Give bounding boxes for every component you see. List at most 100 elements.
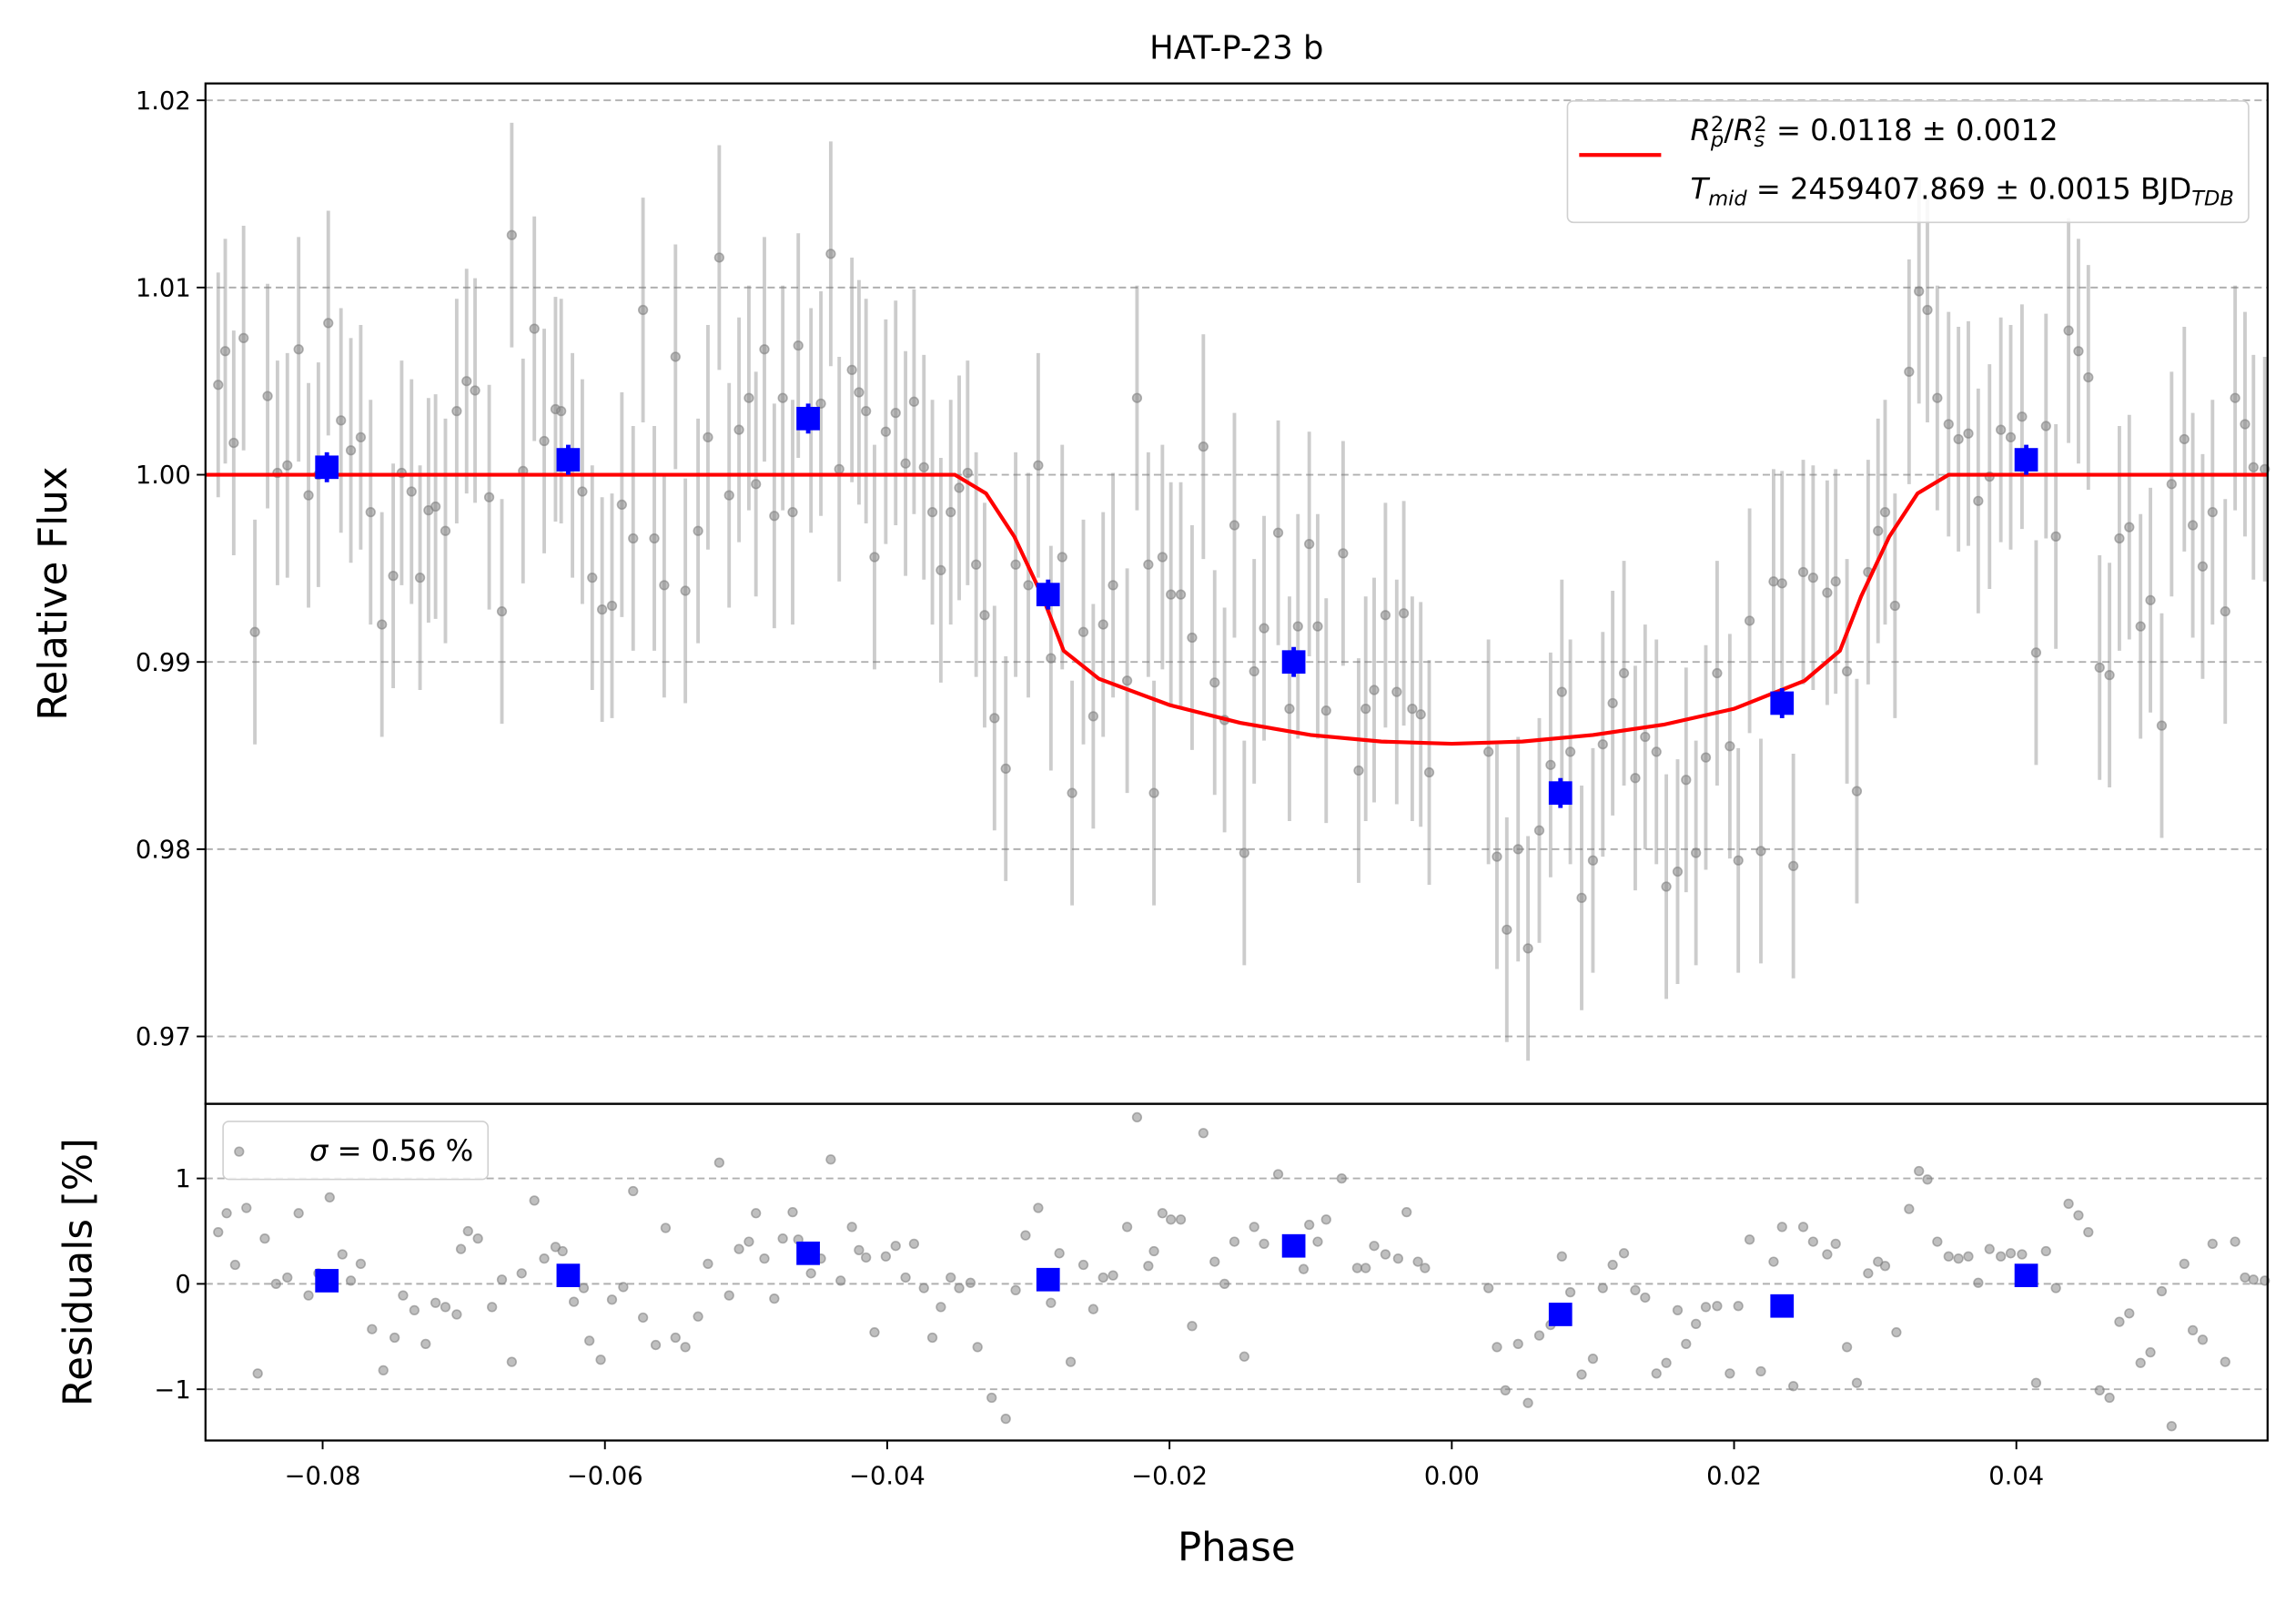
data-point [2145,594,2156,605]
data-point [1744,1234,1755,1245]
data-point [1640,1292,1651,1304]
data-point [2017,411,2028,422]
data-point [1219,1278,1230,1290]
data-point [972,1342,983,1353]
data-point [365,507,376,518]
data-point [759,344,770,355]
binned-point [315,455,339,480]
data-point [1412,1256,1423,1267]
data-point [1483,1283,1494,1294]
data-point [1121,1222,1133,1233]
legend-text-part: = 0.56 % [328,1133,473,1168]
data-point [355,1258,367,1270]
data-point [1312,1236,1323,1247]
data-point [606,1294,618,1305]
data-point [918,462,929,472]
data-point [670,351,681,362]
data-point [1398,608,1410,619]
data-point [743,1236,754,1247]
x-tick-label: −0.04 [849,1463,925,1491]
data-point [398,1290,409,1301]
x-tick-label: 0.02 [1706,1463,1762,1491]
data-point [1108,580,1118,591]
data-point [440,525,451,536]
data-point [2104,1392,2115,1404]
data-point [954,482,965,493]
data-point [1407,703,1418,715]
data-point [336,415,347,426]
legend-handle [234,1146,245,1157]
data-point [908,396,920,407]
panel: −1 0 1 −0.08 −0.06 −0.04 −0.02 0.00 0.02 0.04 Resi… [56,1102,2271,1570]
data-point [1097,1272,1108,1283]
data-point [2230,392,2240,403]
data-point [1996,424,2007,435]
legend-box [222,1121,490,1181]
data-point [1922,304,1933,316]
data-point [487,1302,498,1313]
binned-point [2014,1263,2038,1287]
data-point [213,1227,224,1238]
data-point [2207,1238,2218,1250]
data-point [483,492,495,502]
data-point [946,507,956,518]
data-point [880,1251,892,1262]
data-point [557,1245,568,1257]
data-point [986,1392,997,1404]
y-tick-label: 0 [175,1271,190,1299]
data-point [1010,559,1021,570]
data-point [1863,1268,1874,1279]
legend-text-part: R [1734,113,1754,147]
binned-point [796,406,820,431]
data-point [420,1338,431,1350]
data-point [965,1277,976,1288]
data-point [1057,552,1067,563]
data-point [1700,752,1712,763]
data-point [1298,1263,1310,1274]
data-point [1143,559,1154,570]
data-point [1576,892,1587,903]
data-point [637,304,649,316]
data-point [649,533,660,544]
data-point [908,1238,920,1250]
data-point [1338,548,1349,559]
data-point [1797,1222,1809,1233]
data-point [1776,1222,1787,1233]
data-point [1564,1287,1576,1298]
data-point [2040,1245,2051,1257]
data-point [377,619,388,630]
legend-text-part: = 0.0118 ± 0.0012 [1767,113,2058,147]
legend-text-part: mid [1708,187,1747,210]
data-point [861,405,872,417]
data-point [650,1339,662,1351]
data-point [1873,525,1884,536]
data-point [2166,479,2177,490]
binned-point [796,1241,820,1265]
data-point [1607,1259,1618,1271]
data-point [587,573,598,583]
data-point [1672,1304,1684,1315]
data-point [1953,1253,1964,1264]
data-point [926,507,938,518]
data-point [578,1283,590,1294]
data-point [1630,1284,1641,1295]
data-point [2063,1198,2074,1210]
data-point [1607,697,1618,709]
data-point [1033,1202,1044,1213]
data-point [2156,1285,2168,1297]
data-point [1564,746,1576,757]
data-point [1312,621,1323,632]
data-point [472,1233,483,1244]
legend-text-part: / [1724,113,1734,147]
data-point [388,570,399,582]
data-point [1209,1256,1220,1267]
data-point [2220,606,2230,617]
data-point [1973,495,1984,506]
data-point [1054,1248,1065,1259]
data-point [1768,1256,1779,1267]
data-point [2050,531,2061,543]
data-point [1851,786,1863,796]
legend-text-part: 2 [1711,113,1724,137]
data-point [1249,665,1259,677]
